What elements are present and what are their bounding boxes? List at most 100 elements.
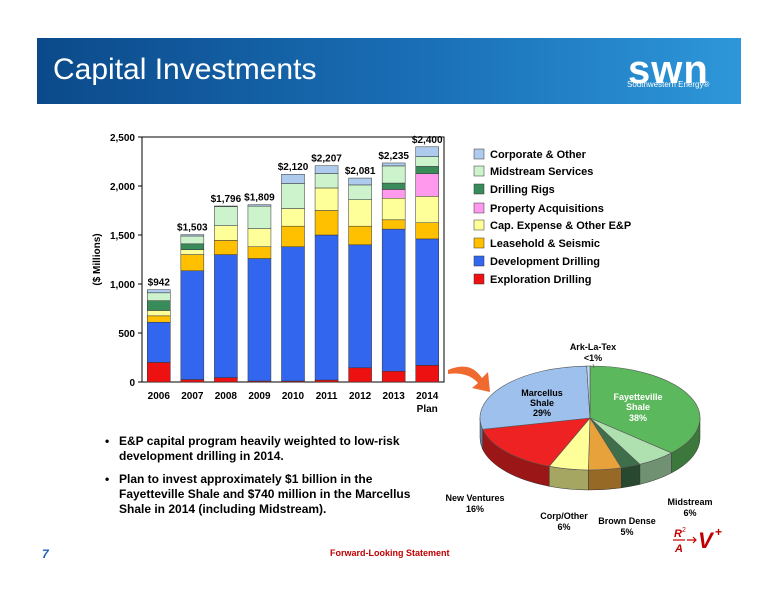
bar-segment-capex <box>180 249 205 255</box>
svg-text:V: V <box>698 528 715 553</box>
legend-swatch-midstream <box>473 165 485 177</box>
bullet-item: Plan to invest approximately $1 billion … <box>105 472 435 517</box>
bar-segment-exploration <box>348 367 372 383</box>
bar-segment-development <box>147 321 171 363</box>
bar-segment-development <box>314 234 339 381</box>
x-tick-label: 2010 <box>282 391 305 402</box>
bar-total-label: $2,081 <box>345 166 376 177</box>
bar-segment-capex <box>381 198 406 221</box>
bar-segment-development <box>348 244 372 369</box>
bar-total-label: $2,207 <box>311 154 342 165</box>
bar-segment-development <box>247 258 272 382</box>
bar-total-label: $1,796 <box>211 194 242 205</box>
svg-text:2: 2 <box>682 527 686 534</box>
svg-text:+: + <box>715 525 722 539</box>
legend-label-capex: Cap. Expense & Other E&P <box>490 220 631 232</box>
x-tick-label: 2009 <box>248 391 271 402</box>
bar-segment-development <box>415 238 439 366</box>
page-title: Capital Investments <box>53 53 317 86</box>
bar-segment-development <box>381 228 406 372</box>
bar-segment-corporate <box>147 289 171 294</box>
bar-segment-midstream <box>314 173 339 189</box>
bar-segment-midstream <box>281 183 305 209</box>
company-logo-tagline: Southwestern Energy® <box>627 80 710 89</box>
bar-segment-exploration <box>415 365 439 383</box>
bar-segment-development <box>214 254 238 378</box>
legend-swatch-rigs <box>473 183 485 195</box>
x-tick-label: 2008 <box>215 391 238 402</box>
legend-swatch-capex <box>473 219 485 231</box>
x-tick-label: 2011 <box>316 391 338 402</box>
bar-segment-exploration <box>381 370 406 383</box>
legend-label-corporate: Corporate & Other <box>490 149 587 161</box>
bar-segment-corporate <box>348 177 372 186</box>
y-tick-label: 1,000 <box>110 280 135 291</box>
bar-segment-property <box>415 173 439 197</box>
bar-segment-exploration <box>314 379 339 383</box>
bar-segment-exploration <box>147 362 171 383</box>
bar-segment-exploration <box>214 377 238 383</box>
bar-segment-corporate <box>415 146 439 157</box>
bar-total-label: $1,809 <box>244 193 275 204</box>
page-number: 7 <box>42 547 49 561</box>
x-tick-label: 2012 <box>349 391 372 402</box>
bar-segment-corporate <box>180 234 205 237</box>
bar-segment-corporate <box>281 173 305 184</box>
legend-label-leasehold: Leasehold & Seismic <box>490 238 600 250</box>
y-tick-label: 0 <box>129 378 135 389</box>
legend-label-exploration: Exploration Drilling <box>490 274 591 286</box>
bar-segment-development <box>281 246 305 382</box>
legend-swatch-corporate <box>473 148 485 160</box>
bar-segment-capex <box>314 187 339 211</box>
legend-label-midstream: Midstream Services <box>490 166 593 178</box>
bar-segment-corporate <box>314 165 339 174</box>
bar-segment-capex <box>348 199 372 227</box>
x-tick-label: 2014 <box>416 391 439 402</box>
bar-segment-corporate <box>214 205 238 207</box>
bar-segment-property <box>381 189 406 199</box>
bar-segment-capex <box>214 225 238 241</box>
x-tick-label: 2006 <box>148 391 171 402</box>
bar-total-label: $942 <box>148 278 171 289</box>
company-logo: swn <box>628 48 709 92</box>
legend-swatch-leasehold <box>473 237 485 249</box>
bar-segment-corporate <box>247 204 272 207</box>
bar-segment-midstream <box>147 292 171 301</box>
bar-segment-midstream <box>381 165 406 184</box>
bar-segment-midstream <box>180 235 205 245</box>
bar-segment-leasehold <box>214 240 238 255</box>
x-tick-label: 2007 <box>181 391 204 402</box>
bar-segment-leasehold <box>348 225 372 246</box>
bar-segment-leasehold <box>247 246 272 259</box>
bar-segment-leasehold <box>314 210 339 236</box>
y-tick-label: 1,500 <box>110 231 135 242</box>
legend-swatch-exploration <box>473 273 485 285</box>
y-tick-label: 2,000 <box>110 182 135 193</box>
legend-swatch-development <box>473 255 485 267</box>
bar-segment-rigs <box>415 166 439 174</box>
bar-segment-midstream <box>348 184 372 200</box>
bar-total-label: $2,120 <box>278 162 309 173</box>
bar-segment-leasehold <box>281 225 305 248</box>
svg-text:R: R <box>674 528 682 540</box>
bar-segment-rigs <box>381 182 406 190</box>
bar-segment-leasehold <box>381 219 406 230</box>
bar-segment-rigs <box>180 243 205 250</box>
rav-logo-icon: R 2 A V + <box>673 525 722 555</box>
legend-label-development: Development Drilling <box>490 256 600 268</box>
bar-segment-midstream <box>247 205 272 229</box>
bar-segment-leasehold <box>147 315 171 323</box>
bullet-list: E&P capital program heavily weighted to … <box>105 434 435 525</box>
bar-segment-leasehold <box>180 254 205 272</box>
forward-looking-link[interactable]: Forward-Looking Statement <box>330 548 450 558</box>
bar-segment-rigs <box>147 300 171 311</box>
bar-segment-capex <box>281 208 305 227</box>
svg-text:A: A <box>674 543 683 555</box>
bar-segment-capex <box>247 228 272 248</box>
bar-total-label: $1,503 <box>177 223 208 234</box>
header-banner: Capital Investments <box>37 38 741 104</box>
x-tick-label: 2013 <box>383 391 406 402</box>
bar-segment-capex <box>147 310 171 317</box>
legend-swatch-property <box>473 202 485 214</box>
